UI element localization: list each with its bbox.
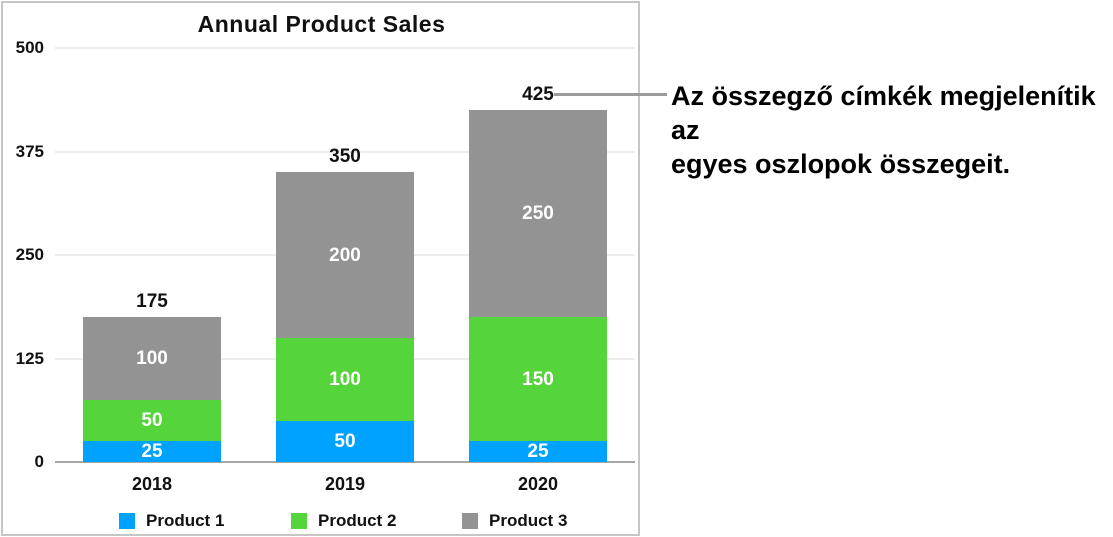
y-tick-label-250: 250 bbox=[15, 245, 44, 264]
legend-swatch-icon bbox=[291, 513, 307, 529]
annotation-line-1: Az összegző címkék megjelenítik az bbox=[671, 81, 1096, 145]
y-tick-label-0: 0 bbox=[34, 452, 44, 471]
x-axis-label-2020: 2020 bbox=[517, 474, 559, 494]
legend-item-product-1: Product 1 bbox=[119, 512, 224, 530]
y-tick-label-375: 375 bbox=[15, 142, 44, 161]
bar-segment-2020-product-3: 250 bbox=[469, 110, 607, 317]
bar-segment-label: 100 bbox=[329, 369, 361, 390]
legend-label: Product 1 bbox=[146, 511, 225, 530]
bar-segment-label: 50 bbox=[334, 431, 356, 452]
legend-label: Product 3 bbox=[489, 511, 568, 530]
legend-item-product-3: Product 3 bbox=[462, 512, 567, 530]
bar-segment-2019-product-2: 100 bbox=[276, 338, 414, 421]
bar-total-label-2018: 175 bbox=[136, 291, 168, 312]
y-tick-label-125: 125 bbox=[15, 349, 44, 368]
annotation-text: Az összegző címkék megjelenítik az egyes… bbox=[671, 79, 1101, 181]
bar-segment-2018-product-2: 50 bbox=[83, 400, 221, 441]
bar-segment-label: 25 bbox=[527, 441, 549, 462]
callout-line bbox=[554, 93, 667, 96]
bar-segment-2018-product-3: 100 bbox=[83, 317, 221, 400]
x-axis-label-2018: 2018 bbox=[131, 474, 173, 494]
bar-segment-label: 250 bbox=[522, 203, 554, 224]
annotation-line-2: egyes oszlopok összegeit. bbox=[671, 149, 1011, 179]
gridline-500 bbox=[55, 47, 635, 49]
x-axis-label-2019: 2019 bbox=[324, 474, 366, 494]
legend-swatch-icon bbox=[462, 513, 478, 529]
x-axis-baseline bbox=[55, 461, 635, 463]
chart-frame: Annual Product Sales 0 125 250 375 500 25 50 10… bbox=[1, 1, 640, 536]
bar-segment-label: 100 bbox=[136, 348, 168, 369]
chart-title: Annual Product Sales bbox=[197, 11, 446, 37]
bar-total-label-2020: 425 bbox=[522, 84, 554, 105]
gridline-375 bbox=[55, 151, 635, 153]
legend-item-product-2: Product 2 bbox=[291, 512, 396, 530]
bar-segment-label: 25 bbox=[141, 441, 163, 462]
bar-segment-label: 150 bbox=[522, 368, 554, 390]
bar-total-label-2019: 350 bbox=[329, 146, 361, 167]
y-tick-label-500: 500 bbox=[15, 38, 44, 57]
bar-segment-2019-product-1: 50 bbox=[276, 421, 414, 462]
bar-segment-label: 200 bbox=[329, 244, 361, 266]
legend-swatch-icon bbox=[119, 513, 135, 529]
bar-segment-label: 50 bbox=[141, 410, 163, 431]
bar-segment-2020-product-1: 25 bbox=[469, 441, 607, 462]
bar-segment-2019-product-3: 200 bbox=[276, 172, 414, 338]
bar-segment-2020-product-2: 150 bbox=[469, 317, 607, 441]
bar-segment-2018-product-1: 25 bbox=[83, 441, 221, 462]
legend-label: Product 2 bbox=[318, 511, 397, 530]
